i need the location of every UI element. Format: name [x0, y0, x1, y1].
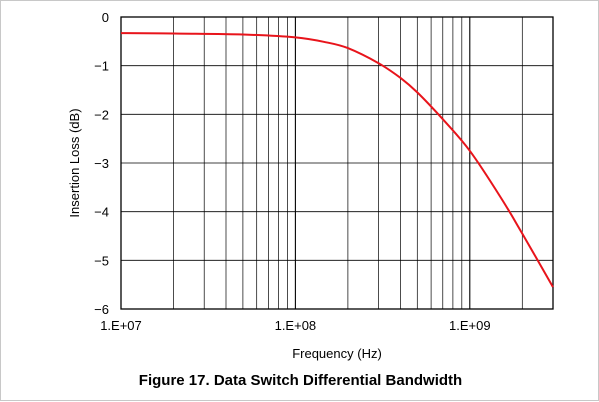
y-tick-label: −3	[94, 156, 109, 171]
y-tick-label: −6	[94, 302, 109, 317]
y-tick-label: −4	[94, 205, 109, 220]
plot-border	[120, 16, 554, 310]
series-layer	[120, 32, 554, 288]
x-tick-label: 1.E+09	[449, 318, 491, 333]
x-axis-title: Frequency (Hz)	[292, 346, 382, 361]
grid	[121, 17, 553, 309]
y-tick-label: −2	[94, 107, 109, 122]
y-tick-labels: 0 −1 −2 −3 −4 −5 −6	[94, 10, 109, 317]
x-tick-label: 1.E+07	[100, 318, 142, 333]
x-tick-labels: 1.E+07 1.E+08 1.E+09	[100, 318, 490, 333]
figure-caption: Figure 17. Data Switch Differential Band…	[138, 372, 463, 389]
x-tick-label: 1.E+08	[275, 318, 317, 333]
y-tick-label: −5	[94, 253, 109, 268]
y-tick-label: −1	[94, 59, 109, 74]
y-axis-title: Insertion Loss (dB)	[67, 108, 82, 217]
series-line	[120, 32, 554, 288]
y-tick-label: 0	[102, 10, 109, 25]
